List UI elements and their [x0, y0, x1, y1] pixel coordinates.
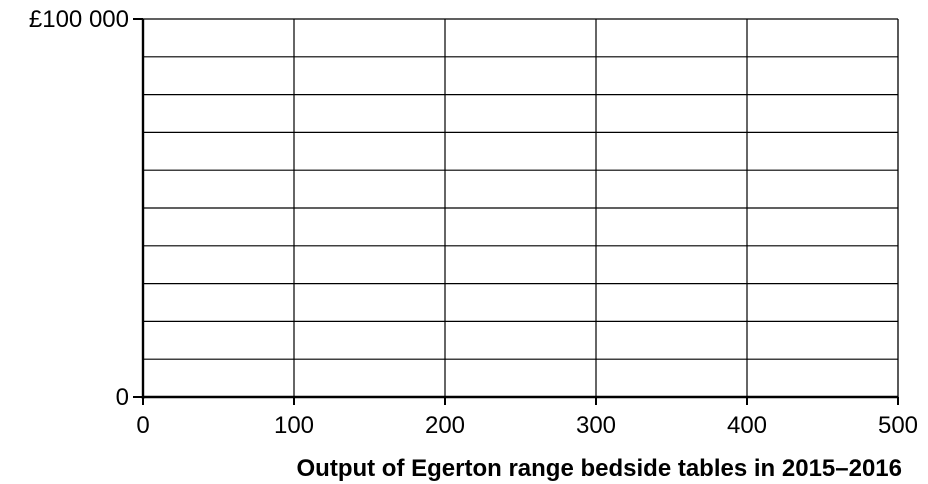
x-tick-label: 500	[878, 412, 918, 439]
x-tick-label: 100	[274, 412, 314, 439]
x-tick-label: 200	[425, 412, 465, 439]
axes	[133, 18, 899, 405]
grid	[143, 18, 899, 397]
tick-labels: 0 100 200 300 400 500 0 £100 000	[29, 6, 918, 439]
x-tick-label: 0	[136, 412, 149, 439]
x-tick-label: 400	[727, 412, 767, 439]
y-tick-label: 0	[116, 384, 129, 411]
x-axis-title: Output of Egerton range bedside tables i…	[297, 455, 903, 482]
y-tick-label: £100 000	[29, 6, 129, 33]
x-tick-label: 300	[576, 412, 616, 439]
